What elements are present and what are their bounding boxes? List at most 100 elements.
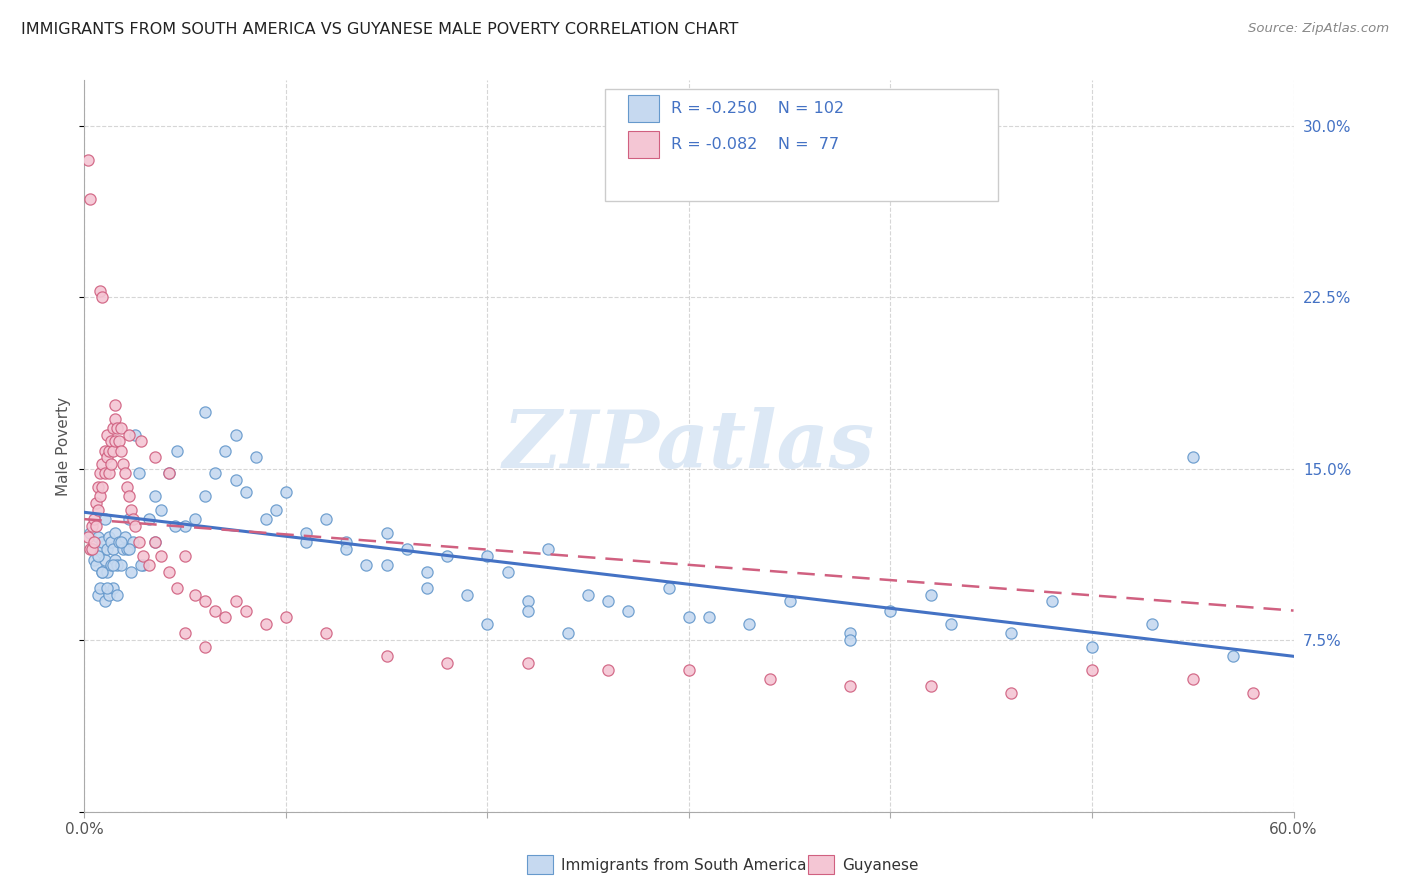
- Point: [86, 496, 108, 510]
- Point: [110, 421, 132, 435]
- Point: [101, 421, 124, 435]
- Point: [204, 467, 226, 481]
- Point: [115, 480, 138, 494]
- Point: [143, 489, 166, 503]
- Point: [83, 553, 105, 567]
- Point: [79, 525, 101, 540]
- Point: [89, 581, 111, 595]
- Point: [89, 489, 111, 503]
- Point: [87, 549, 110, 563]
- Point: [375, 649, 398, 664]
- Point: [138, 512, 160, 526]
- Point: [128, 535, 150, 549]
- Point: [598, 594, 620, 608]
- Point: [96, 565, 118, 579]
- Point: [678, 663, 700, 677]
- Point: [157, 565, 180, 579]
- Point: [129, 434, 152, 449]
- Point: [124, 427, 146, 442]
- Point: [920, 588, 942, 602]
- Point: [100, 535, 122, 549]
- Point: [143, 450, 166, 465]
- Point: [477, 549, 499, 563]
- Point: [839, 633, 862, 648]
- Point: [89, 467, 111, 481]
- Point: [143, 535, 166, 549]
- Point: [165, 519, 187, 533]
- Point: [118, 512, 141, 526]
- Point: [658, 581, 681, 595]
- Point: [235, 484, 257, 499]
- Point: [166, 581, 188, 595]
- Point: [1000, 626, 1022, 640]
- Point: [617, 604, 640, 618]
- Point: [174, 519, 197, 533]
- Point: [79, 541, 101, 556]
- Y-axis label: Male Poverty: Male Poverty: [56, 396, 72, 496]
- Point: [516, 656, 538, 670]
- Point: [274, 610, 297, 624]
- Point: [416, 565, 439, 579]
- Point: [105, 558, 128, 572]
- Point: [779, 594, 801, 608]
- Point: [93, 512, 115, 526]
- Point: [93, 553, 115, 567]
- Point: [114, 530, 136, 544]
- Point: [96, 427, 118, 442]
- Text: Source: ZipAtlas.com: Source: ZipAtlas.com: [1249, 22, 1389, 36]
- Point: [82, 541, 104, 556]
- Point: [105, 588, 128, 602]
- Point: [1222, 649, 1244, 664]
- Point: [225, 473, 247, 487]
- Point: [87, 530, 110, 544]
- Point: [83, 512, 105, 526]
- Point: [194, 405, 217, 419]
- Point: [83, 535, 105, 549]
- Point: [235, 604, 257, 618]
- Point: [149, 503, 172, 517]
- Point: [104, 553, 127, 567]
- Point: [91, 565, 114, 579]
- Point: [96, 581, 118, 595]
- Point: [214, 610, 236, 624]
- Point: [335, 541, 357, 556]
- Point: [105, 421, 128, 435]
- Point: [149, 549, 172, 563]
- Point: [77, 153, 100, 168]
- Point: [104, 411, 127, 425]
- Text: IMMIGRANTS FROM SOUTH AMERICA VS GUYANESE MALE POVERTY CORRELATION CHART: IMMIGRANTS FROM SOUTH AMERICA VS GUYANES…: [21, 22, 738, 37]
- Point: [143, 535, 166, 549]
- Point: [89, 284, 111, 298]
- Point: [395, 541, 418, 556]
- Point: [576, 588, 599, 602]
- Point: [174, 626, 197, 640]
- Point: [120, 503, 142, 517]
- Point: [129, 558, 152, 572]
- Point: [100, 434, 122, 449]
- Point: [87, 503, 110, 517]
- Point: [315, 626, 337, 640]
- Point: [87, 480, 110, 494]
- Point: [93, 594, 115, 608]
- Point: [738, 617, 761, 632]
- Point: [436, 656, 458, 670]
- Point: [107, 434, 129, 449]
- Point: [157, 467, 180, 481]
- Point: [920, 679, 942, 693]
- Point: [115, 541, 138, 556]
- Point: [86, 519, 108, 533]
- Point: [93, 443, 115, 458]
- Point: [120, 565, 142, 579]
- Point: [245, 450, 267, 465]
- Point: [82, 541, 104, 556]
- Point: [1181, 450, 1204, 465]
- Point: [697, 610, 720, 624]
- Point: [436, 549, 458, 563]
- Point: [194, 640, 217, 655]
- Point: [111, 541, 134, 556]
- Point: [1142, 617, 1164, 632]
- Point: [104, 525, 127, 540]
- Point: [274, 484, 297, 499]
- Point: [82, 519, 104, 533]
- Point: [110, 535, 132, 549]
